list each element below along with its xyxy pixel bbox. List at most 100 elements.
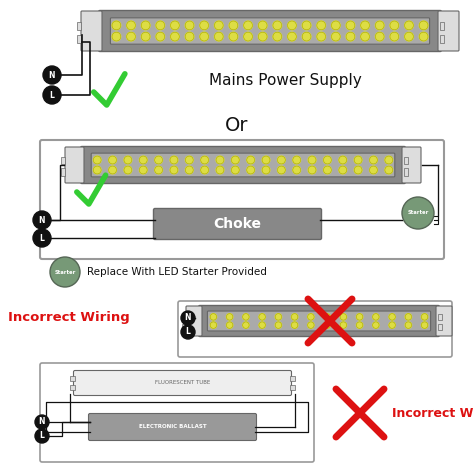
Text: Replace With LED Starter Provided: Replace With LED Starter Provided: [87, 267, 267, 277]
Text: L: L: [50, 91, 55, 100]
Circle shape: [389, 322, 395, 328]
Bar: [77, 21, 81, 30]
Bar: [438, 324, 442, 330]
Circle shape: [302, 21, 311, 30]
Text: Incorrect Wiring: Incorrect Wiring: [392, 407, 474, 419]
Circle shape: [210, 314, 217, 320]
Circle shape: [33, 229, 51, 247]
Bar: [77, 35, 81, 43]
Circle shape: [375, 21, 384, 30]
Bar: [70, 385, 75, 390]
FancyBboxPatch shape: [208, 311, 430, 331]
Circle shape: [346, 21, 355, 30]
Text: Choke: Choke: [213, 217, 262, 231]
FancyBboxPatch shape: [65, 147, 84, 183]
FancyBboxPatch shape: [438, 11, 459, 51]
Circle shape: [50, 257, 80, 287]
Circle shape: [277, 156, 285, 164]
Circle shape: [43, 86, 61, 104]
Circle shape: [273, 21, 282, 30]
Circle shape: [390, 32, 399, 41]
Circle shape: [185, 21, 194, 30]
FancyBboxPatch shape: [402, 147, 421, 183]
Bar: [438, 314, 442, 320]
Text: L: L: [185, 328, 191, 337]
Circle shape: [354, 156, 362, 164]
Circle shape: [262, 156, 270, 164]
Circle shape: [33, 211, 51, 229]
Circle shape: [293, 156, 301, 164]
Circle shape: [124, 156, 132, 164]
Circle shape: [405, 21, 413, 30]
Circle shape: [308, 314, 314, 320]
FancyBboxPatch shape: [110, 18, 429, 44]
Circle shape: [340, 314, 346, 320]
Circle shape: [293, 166, 301, 174]
Circle shape: [201, 166, 209, 174]
FancyBboxPatch shape: [89, 413, 256, 440]
FancyBboxPatch shape: [91, 153, 395, 177]
Text: L: L: [39, 234, 45, 243]
Circle shape: [214, 21, 223, 30]
Circle shape: [373, 314, 379, 320]
Text: L: L: [39, 431, 45, 440]
Circle shape: [259, 322, 265, 328]
Circle shape: [127, 32, 136, 41]
Bar: [182, 324, 186, 330]
Circle shape: [243, 322, 249, 328]
Circle shape: [331, 32, 340, 41]
Circle shape: [231, 166, 239, 174]
Bar: [70, 376, 75, 381]
Bar: [404, 156, 408, 164]
FancyBboxPatch shape: [73, 371, 292, 395]
Circle shape: [308, 166, 316, 174]
Circle shape: [258, 21, 267, 30]
Circle shape: [185, 166, 193, 174]
FancyBboxPatch shape: [81, 11, 102, 51]
Circle shape: [216, 166, 224, 174]
Circle shape: [405, 314, 411, 320]
Circle shape: [370, 166, 377, 174]
Circle shape: [127, 21, 136, 30]
Circle shape: [275, 314, 282, 320]
FancyBboxPatch shape: [40, 140, 444, 259]
FancyBboxPatch shape: [436, 306, 452, 336]
Circle shape: [35, 429, 49, 443]
Circle shape: [112, 32, 121, 41]
Text: N: N: [39, 418, 45, 427]
Circle shape: [421, 314, 428, 320]
Bar: [61, 168, 65, 176]
Bar: [61, 156, 65, 164]
Circle shape: [361, 21, 369, 30]
Text: Or: Or: [225, 116, 249, 135]
Circle shape: [421, 322, 428, 328]
Circle shape: [375, 32, 384, 41]
Circle shape: [405, 32, 413, 41]
Circle shape: [356, 322, 363, 328]
Circle shape: [339, 156, 346, 164]
Circle shape: [370, 156, 377, 164]
Circle shape: [244, 32, 253, 41]
Circle shape: [292, 314, 298, 320]
Circle shape: [258, 32, 267, 41]
Circle shape: [419, 32, 428, 41]
Circle shape: [109, 166, 117, 174]
Circle shape: [214, 32, 223, 41]
Circle shape: [156, 21, 164, 30]
Circle shape: [419, 21, 428, 30]
Circle shape: [200, 32, 209, 41]
Circle shape: [247, 156, 255, 164]
Circle shape: [390, 21, 399, 30]
Circle shape: [185, 32, 194, 41]
Text: ELECTRONIC BALLAST: ELECTRONIC BALLAST: [139, 425, 206, 429]
Circle shape: [244, 21, 253, 30]
Bar: [290, 376, 295, 381]
Circle shape: [229, 32, 238, 41]
Text: Starter: Starter: [407, 210, 428, 216]
Circle shape: [339, 166, 346, 174]
Circle shape: [139, 156, 147, 164]
Circle shape: [170, 166, 178, 174]
FancyBboxPatch shape: [199, 306, 439, 337]
Bar: [404, 168, 408, 176]
Circle shape: [302, 32, 311, 41]
